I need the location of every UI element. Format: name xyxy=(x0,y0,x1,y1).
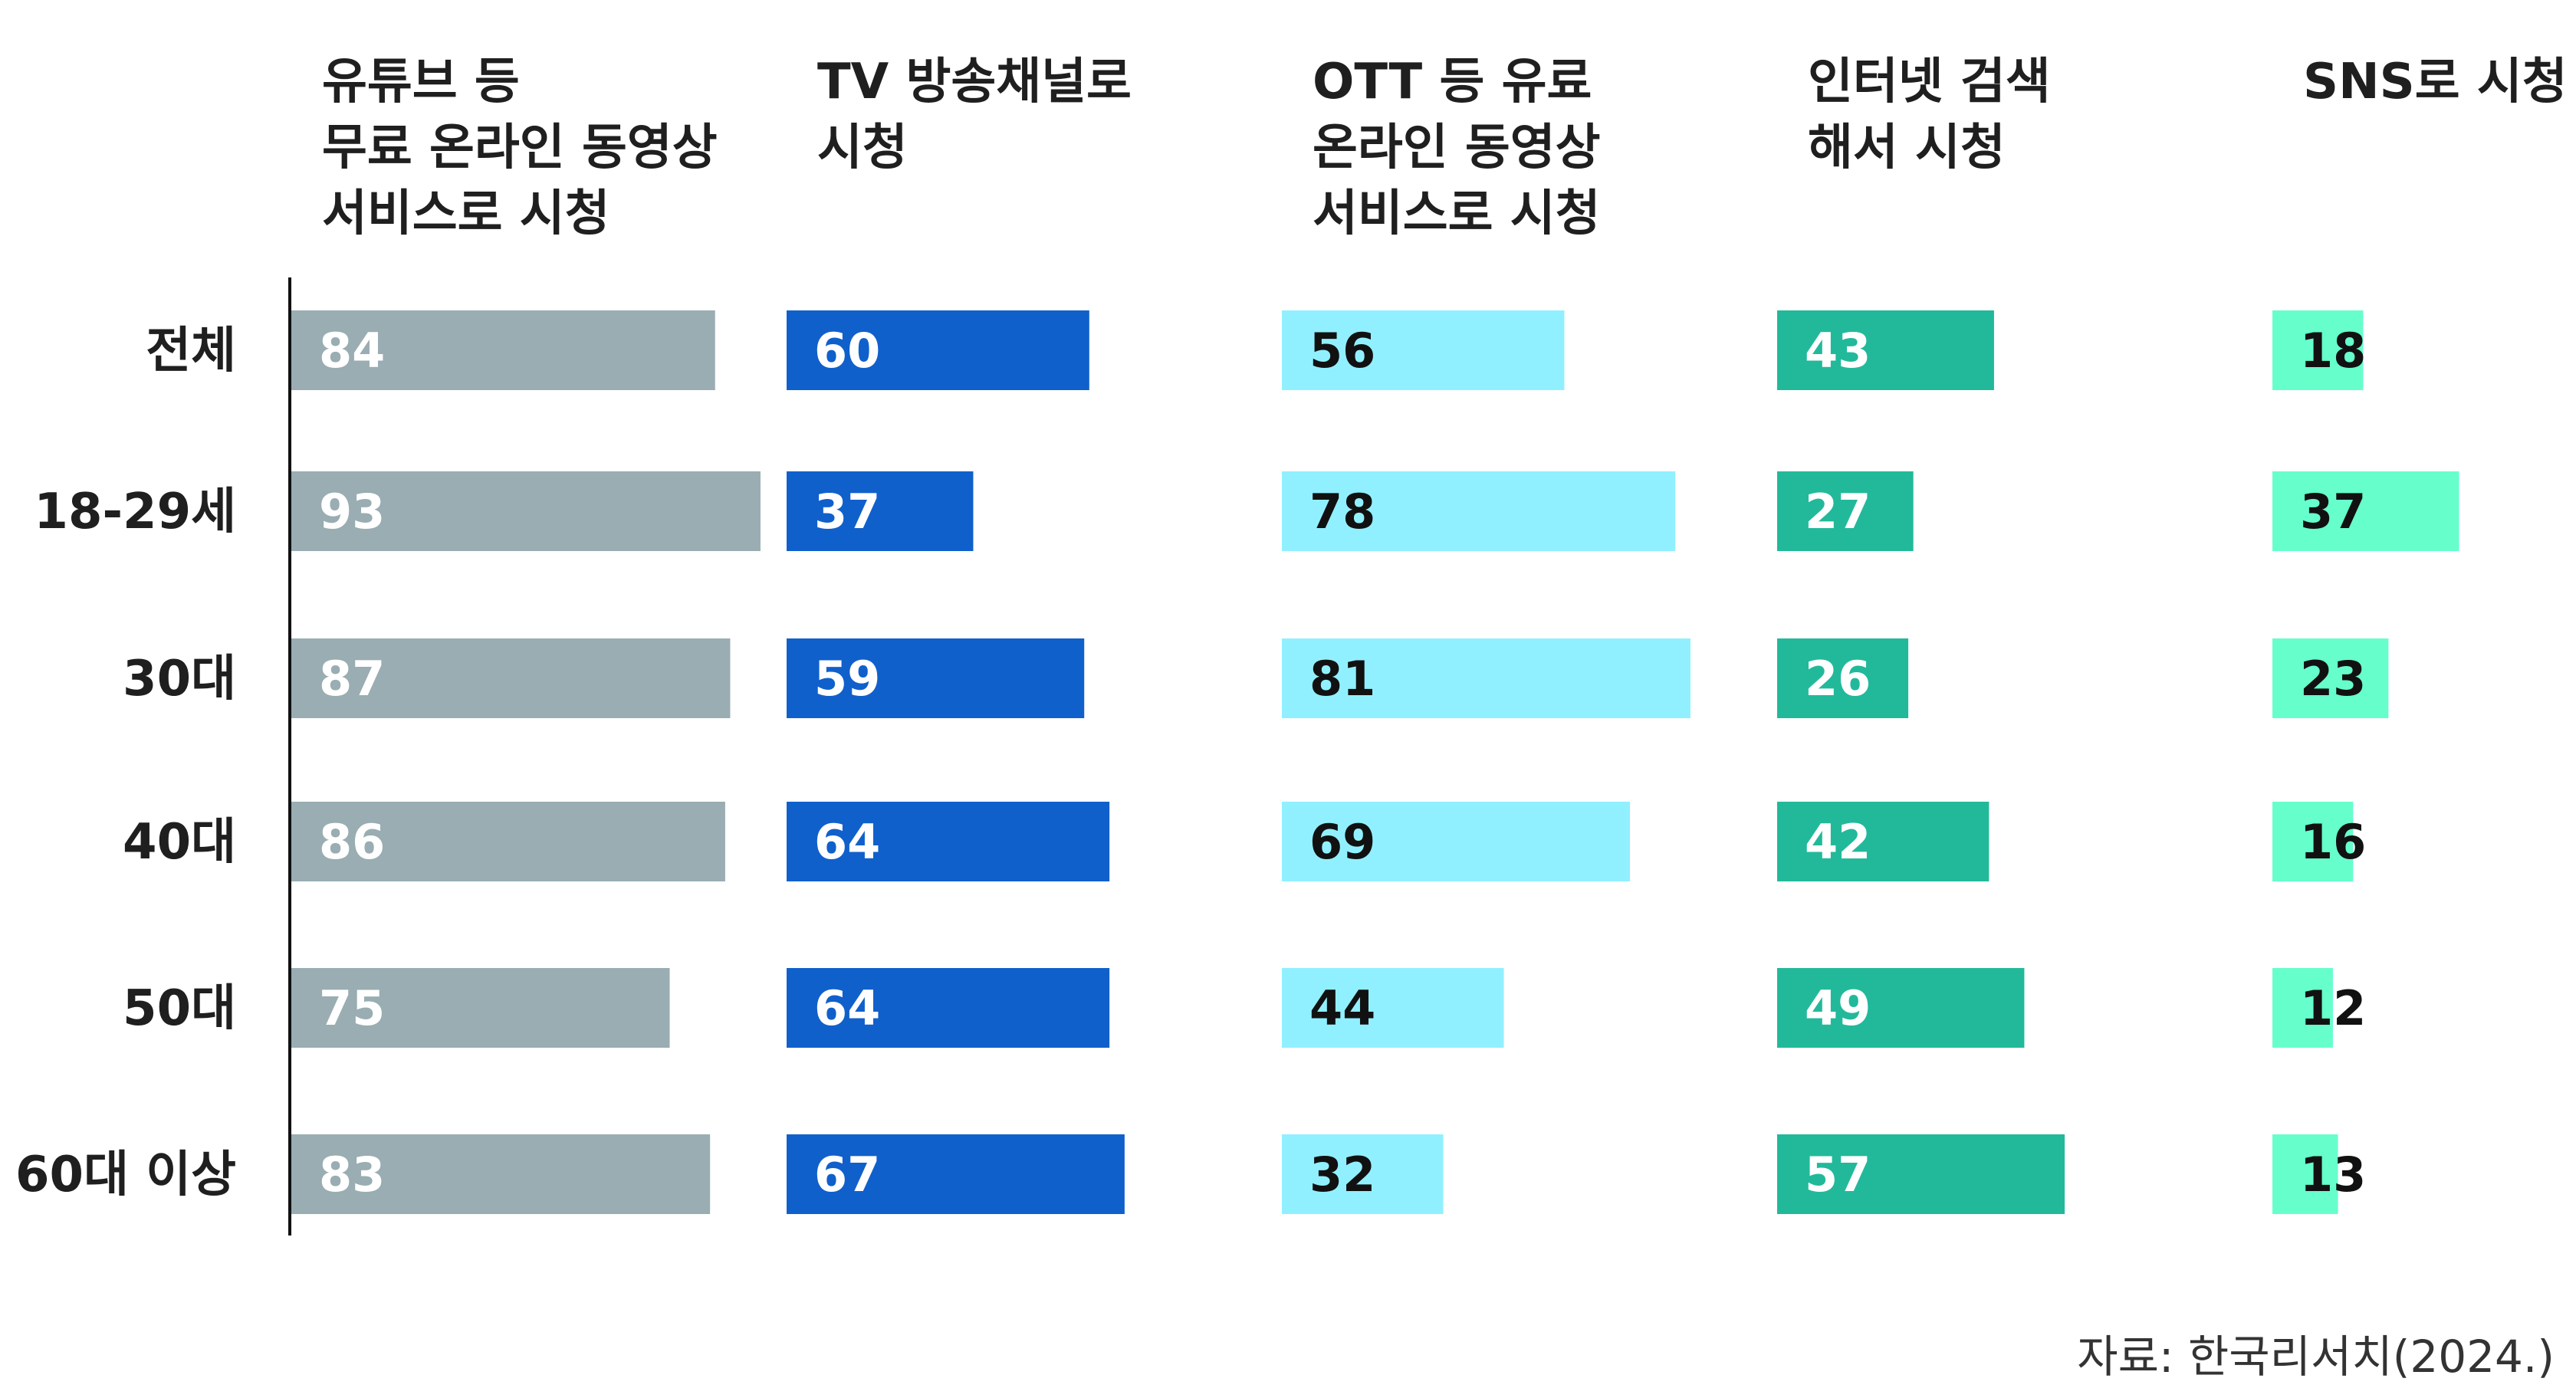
value-label: 64 xyxy=(814,980,880,1036)
bar xyxy=(1282,1134,1444,1214)
category-label: 전체 xyxy=(146,323,236,379)
series-header-line: 시청 xyxy=(817,120,908,176)
bar xyxy=(1777,1134,2065,1214)
bar xyxy=(2272,802,2354,881)
value-label: 18 xyxy=(2300,323,2366,379)
bar xyxy=(787,638,1085,718)
bar xyxy=(787,310,1089,390)
category-label: 40대 xyxy=(123,814,236,871)
value-label: 69 xyxy=(1309,814,1375,870)
bar xyxy=(1777,968,2025,1048)
value-label: 83 xyxy=(319,1147,385,1203)
bar xyxy=(1282,802,1631,881)
value-label: 49 xyxy=(1805,980,1871,1036)
series-header-line: 서비스로 시청 xyxy=(322,185,610,242)
value-label: 44 xyxy=(1309,980,1375,1036)
value-label: 60 xyxy=(814,323,880,379)
series-header-line: TV 방송채널로 xyxy=(817,54,1132,110)
series-header-line: 무료 온라인 동영상 xyxy=(322,120,718,176)
bar xyxy=(787,1134,1125,1214)
value-label: 67 xyxy=(814,1147,880,1203)
value-label: 26 xyxy=(1805,651,1871,707)
value-label: 23 xyxy=(2300,651,2366,707)
bar xyxy=(291,1134,711,1214)
value-label: 37 xyxy=(2300,484,2366,540)
bar xyxy=(787,968,1110,1048)
bar xyxy=(1282,471,1676,551)
bar xyxy=(291,471,761,551)
value-label: 13 xyxy=(2300,1147,2366,1203)
bar xyxy=(291,802,725,881)
bar xyxy=(1777,638,1909,718)
series-header-line: OTT 등 유료 xyxy=(1313,54,1592,110)
series-header-line: 온라인 동영상 xyxy=(1313,120,1601,176)
value-label: 81 xyxy=(1309,651,1375,707)
bar xyxy=(1282,638,1691,718)
value-label: 93 xyxy=(319,484,385,540)
bar xyxy=(1777,310,1994,390)
value-label: 37 xyxy=(814,484,880,540)
value-label: 12 xyxy=(2300,980,2366,1036)
bar xyxy=(291,968,670,1048)
value-label: 32 xyxy=(1309,1147,1375,1203)
bar xyxy=(1777,802,1990,881)
bar xyxy=(2272,310,2364,390)
series-header-4: SNS로 시청 xyxy=(2303,54,2568,110)
bar xyxy=(291,310,715,390)
value-label: 16 xyxy=(2300,814,2366,870)
value-label: 42 xyxy=(1805,814,1871,870)
category-label: 60대 이상 xyxy=(15,1147,236,1203)
value-label: 84 xyxy=(319,323,385,379)
series-header-line: 해서 시청 xyxy=(1808,120,2006,176)
bar xyxy=(2272,638,2389,718)
value-label: 78 xyxy=(1309,484,1375,540)
bar xyxy=(1282,968,1504,1048)
bar xyxy=(1282,310,1565,390)
value-label: 43 xyxy=(1805,323,1871,379)
bar xyxy=(1777,471,1914,551)
bar xyxy=(787,802,1110,881)
bar xyxy=(291,638,731,718)
bar xyxy=(787,471,974,551)
source-note: 자료: 한국리서치(2024.) xyxy=(2077,1331,2555,1383)
value-label: 87 xyxy=(319,651,385,707)
value-label: 56 xyxy=(1309,323,1375,379)
bar xyxy=(2272,1134,2338,1214)
value-label: 27 xyxy=(1805,484,1871,540)
value-label: 59 xyxy=(814,651,880,707)
category-label: 30대 xyxy=(123,651,236,707)
series-header-line: 인터넷 검색 xyxy=(1808,54,2051,110)
series-header-line: 서비스로 시청 xyxy=(1313,185,1601,242)
series-header-line: SNS로 시청 xyxy=(2303,54,2568,110)
bar xyxy=(2272,471,2459,551)
category-label: 50대 xyxy=(123,980,236,1037)
series-header-line: 유튜브 등 xyxy=(322,54,520,110)
bars: 84 93 87 86 75 83 60 37 59 64 64 67 56 78 81 69 44 32 43 27… xyxy=(291,310,2459,1214)
bar xyxy=(2272,968,2333,1048)
value-label: 75 xyxy=(319,980,385,1036)
row-labels: 전체 18-29세 30대 40대 50대 60대 이상 xyxy=(15,323,236,1203)
value-label: 64 xyxy=(814,814,880,870)
category-label: 18-29세 xyxy=(34,484,236,540)
value-label: 86 xyxy=(319,814,385,870)
value-label: 57 xyxy=(1805,1147,1871,1203)
